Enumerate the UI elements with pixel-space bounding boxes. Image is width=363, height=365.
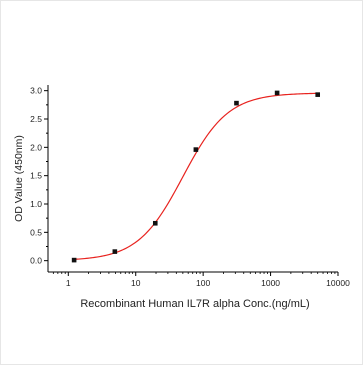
y-axis-title: OD Value (450nm) [13,135,25,222]
plot-area: 0.0 0.5 1.0 1.5 2.0 2.5 3.0 1 10 100 1000 10000 [30,85,350,288]
y-tick-label: 2.5 [30,114,42,124]
fit-curve [74,92,318,260]
y-tick-label: 3.0 [30,86,42,96]
data-point [274,90,280,96]
y-tick-label: 2.0 [30,142,42,152]
data-point [71,257,77,263]
x-tick-label: 1000 [261,278,280,288]
data-point [112,249,118,254]
data-point [193,147,199,152]
y-tick-label: 0.0 [30,256,42,266]
data-point [152,220,158,226]
x-tick-label: 100 [196,278,210,288]
y-tick-label: 1.5 [30,171,42,181]
data-point [234,100,239,106]
data-point [315,92,321,97]
y-tick-label: 1.0 [30,199,42,209]
x-axis-title: Recombinant Human IL7R alpha Conc.(ng/mL… [80,298,309,310]
x-tick-label: 10 [131,278,141,288]
y-tick-label: 0.5 [30,227,42,237]
x-tick-label: 1 [66,278,71,288]
x-tick-label: 10000 [326,278,350,288]
